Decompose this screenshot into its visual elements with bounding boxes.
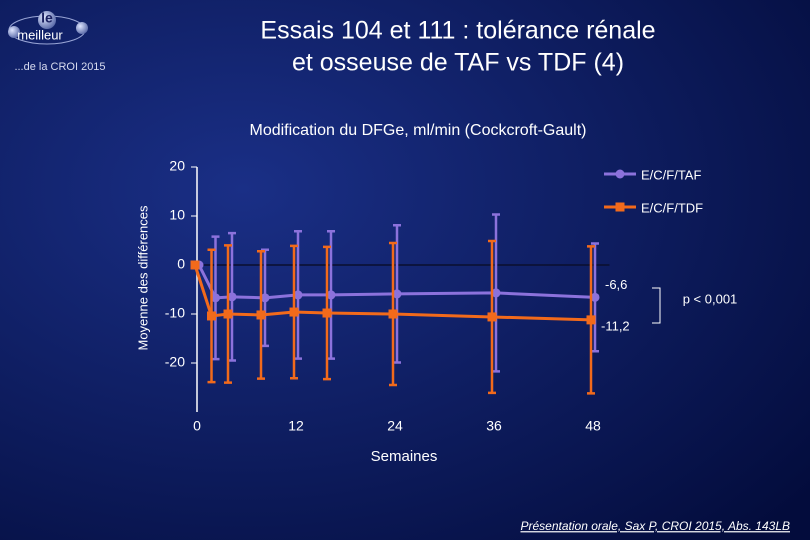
logo-ball xyxy=(38,11,56,29)
bracket xyxy=(652,287,661,324)
value-label: -6,6 xyxy=(605,277,627,292)
x-tick-label: 12 xyxy=(288,418,304,434)
y-tick-label: -20 xyxy=(165,354,185,370)
slide-title: et osseuse de TAF vs TDF (4) xyxy=(292,49,624,77)
y-axis-label: Moyenne des différences xyxy=(135,205,150,351)
point xyxy=(322,308,332,318)
point xyxy=(223,309,233,319)
point xyxy=(207,311,216,321)
point xyxy=(227,292,237,302)
x-tick-label: 48 xyxy=(585,418,601,434)
x-tick-label: 0 xyxy=(193,418,201,434)
point xyxy=(590,292,600,302)
y-tick-label: 0 xyxy=(177,256,185,272)
point xyxy=(491,288,501,298)
y-tick-label: 20 xyxy=(169,158,185,174)
chart-title: Modification du DFGe, ml/min (Cockcroft-… xyxy=(250,122,587,139)
slide-title: Essais 104 et 111 : tolérance rénale xyxy=(260,17,655,45)
logo-sub: ...de la CROI 2015 xyxy=(14,61,105,73)
x-tick-label: 24 xyxy=(387,418,403,434)
point xyxy=(256,310,266,320)
annotation: p < 0,001 xyxy=(683,291,738,306)
logo-ball xyxy=(8,26,20,38)
y-tick-label: 10 xyxy=(169,207,185,223)
point xyxy=(586,315,596,325)
point xyxy=(487,312,497,322)
point xyxy=(211,293,220,303)
point xyxy=(388,309,398,319)
legend-label: E/C/F/TAF xyxy=(641,167,701,182)
point xyxy=(293,290,303,300)
x-axis-label: Semaines xyxy=(371,448,438,465)
point xyxy=(190,260,200,270)
legend-label: E/C/F/TDF xyxy=(641,200,703,215)
logo-main: meilleur xyxy=(17,27,63,42)
legend-marker xyxy=(615,169,625,179)
y-tick-label: -10 xyxy=(165,305,185,321)
value-label: -11,2 xyxy=(601,318,630,333)
logo-ball xyxy=(76,22,88,34)
point xyxy=(260,293,270,303)
logo-top: le xyxy=(41,10,53,26)
point xyxy=(289,307,299,317)
point xyxy=(392,289,402,299)
legend-marker xyxy=(615,202,625,212)
logo: le meilleur ...de la CROI 2015 xyxy=(8,10,106,73)
footnote: Présentation orale, Sax P, CROI 2015, Ab… xyxy=(521,519,791,533)
x-tick-label: 36 xyxy=(486,418,502,434)
point xyxy=(326,290,336,300)
